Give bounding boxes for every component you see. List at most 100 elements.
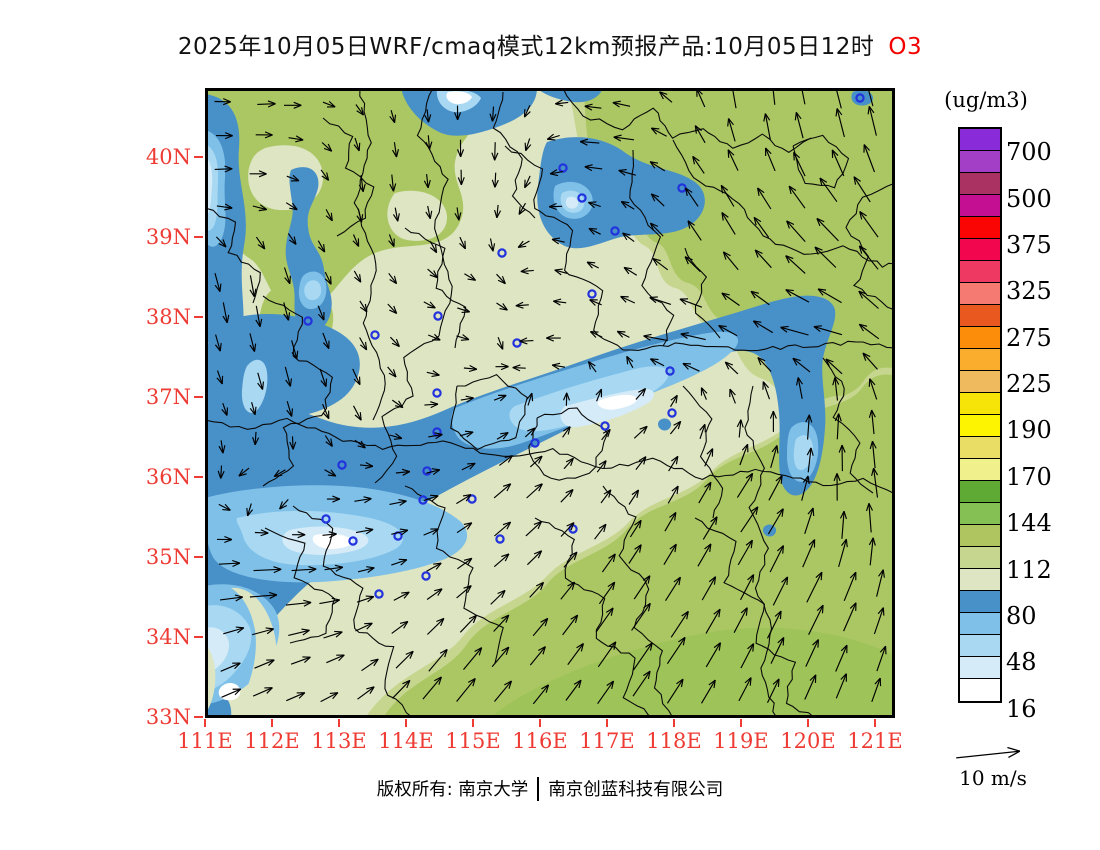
wind-arrow-icon (663, 543, 677, 565)
lon-tick-label: 111E (177, 729, 233, 753)
wind-arrow-icon (496, 432, 509, 440)
wind-arrow-icon (736, 472, 754, 498)
wind-arrow-icon (288, 628, 310, 636)
city-marker-icon (495, 534, 505, 544)
wind-arrow-icon (867, 105, 877, 136)
wind-arrow-icon (817, 288, 842, 304)
wind-arrow-icon (551, 362, 566, 370)
wind-arrow-icon (457, 139, 465, 158)
wind-arrow-icon (463, 365, 478, 373)
wind-arrow-icon (326, 654, 345, 664)
wind-arrow-icon (356, 595, 375, 603)
wind-arrow-icon (491, 142, 499, 161)
city-marker-icon (432, 388, 442, 398)
city-marker-icon (370, 330, 380, 340)
colorbar-segment (960, 151, 1000, 173)
wind-arrow-icon (698, 481, 712, 504)
wind-arrow-icon (737, 539, 753, 566)
wind-arrow-icon (324, 435, 333, 447)
wind-arrow-icon (352, 405, 362, 421)
wind-arrow-icon (833, 473, 841, 501)
wind-arrow-icon (843, 602, 857, 632)
wind-arrow-icon (788, 185, 806, 209)
wind-arrow-icon (257, 372, 264, 390)
wind-arrow-icon (750, 290, 770, 306)
wind-arrow-icon (633, 575, 651, 600)
wind-arrow-icon (252, 204, 268, 212)
boundary-line (492, 91, 536, 219)
wind-arrow-icon (529, 455, 543, 468)
wind-arrow-icon (868, 537, 876, 566)
colorbar-segment (960, 525, 1000, 547)
wind-arrow-icon (495, 363, 509, 371)
wind-arrow-icon (426, 588, 443, 600)
wind-arrow-icon (221, 403, 229, 416)
wind-arrow-icon (670, 610, 689, 638)
wind-arrow-icon (858, 290, 879, 309)
wind-arrow-icon (255, 131, 273, 139)
lon-tick-mark (405, 719, 407, 727)
wind-arrow-icon (733, 607, 748, 633)
wind-arrow-icon (218, 559, 241, 568)
wind-arrow-icon (553, 298, 567, 306)
wind-arrow-icon (283, 267, 291, 285)
wind-arrow-icon (352, 368, 361, 386)
wind-arrow-icon (255, 305, 263, 328)
wind-arrow-icon (804, 674, 817, 700)
wind-arrow-icon (596, 460, 607, 473)
region-band-core-upper4 (597, 394, 638, 410)
wind-arrow-icon (424, 401, 439, 409)
city-marker-icon (577, 193, 587, 203)
wind-arrow-icon (667, 485, 679, 504)
wind-arrow-icon (252, 687, 273, 697)
city-marker-icon (512, 338, 522, 348)
wind-arrow-icon (423, 494, 439, 502)
wind-arrow-icon (389, 433, 403, 440)
wind-arrow-icon (214, 334, 222, 352)
wind-arrow-icon (286, 401, 294, 417)
wind-arrow-icon (391, 399, 404, 409)
wind-arrow-icon (785, 255, 806, 274)
wind-arrow-icon (292, 531, 306, 539)
boundary-line (744, 385, 778, 719)
wind-arrow-icon (876, 645, 887, 672)
wind-arrow-icon (515, 301, 529, 309)
wind-arrow-icon (704, 448, 714, 467)
wind-arrow-icon (216, 535, 233, 544)
boundary-line (534, 517, 656, 719)
lat-tick-label: 40N (145, 145, 191, 169)
lat-tick-label: 33N (145, 705, 191, 729)
wind-arrow-icon (457, 169, 465, 186)
colorbar-segment (960, 437, 1000, 459)
region-blue-ne-core3 (565, 196, 579, 209)
boundary-line (528, 407, 609, 481)
wind-arrow-icon (388, 272, 398, 285)
wind-arrow-icon (687, 220, 702, 241)
wind-arrow-icon (422, 676, 442, 700)
lon-tick-mark (673, 719, 675, 727)
boundary-line (404, 485, 504, 664)
wind-arrow-icon (456, 334, 470, 341)
colorbar-level-label: 144 (1006, 509, 1052, 538)
wind-arrow-icon (353, 270, 362, 283)
wind-arrow-icon (555, 99, 569, 107)
wind-arrow-icon (391, 558, 408, 566)
wind-arrow-icon (589, 299, 602, 306)
city-marker-icon (667, 408, 677, 418)
wind-arrow-icon (633, 642, 653, 671)
wind-arrow-icon (325, 209, 333, 222)
wind-arrow-icon (629, 519, 642, 538)
wind-arrow-icon (739, 574, 755, 601)
colorbar-segment (960, 547, 1000, 569)
lat-tick-mark (194, 636, 203, 638)
wind-arrow-icon (616, 330, 630, 338)
lat-tick-label: 39N (145, 225, 191, 249)
colorbar-segment (960, 129, 1000, 151)
species-label: O3 (888, 34, 923, 60)
lon-tick-label: 119E (713, 729, 769, 753)
colorbar-segment (960, 613, 1000, 635)
wind-arrow-icon (223, 626, 245, 635)
city-marker-icon (587, 289, 597, 299)
wind-arrow-icon (814, 246, 837, 268)
